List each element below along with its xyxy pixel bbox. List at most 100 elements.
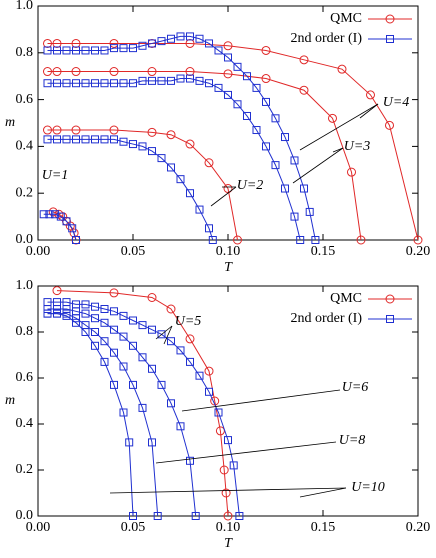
data-point [52, 286, 62, 296]
data-point [147, 67, 157, 77]
data-point [233, 62, 242, 71]
series-line [43, 213, 77, 241]
annotation: U=4 [383, 95, 410, 110]
data-point [91, 314, 99, 323]
annotation-line [155, 441, 337, 464]
annotation: U=10 [351, 480, 385, 495]
data-point [271, 114, 280, 123]
data-point [52, 67, 62, 77]
data-point [148, 147, 156, 156]
annotation: U=2 [237, 178, 264, 193]
data-point [167, 76, 175, 85]
annotation-line [359, 103, 379, 119]
data-point [119, 332, 128, 341]
legend-label: QMC [330, 291, 362, 306]
data-point [157, 76, 166, 85]
data-point [62, 217, 71, 226]
x-tick-label: 0.05 [121, 520, 146, 535]
data-point [129, 79, 137, 88]
data-point [109, 38, 119, 48]
data-point [167, 34, 175, 43]
data-point [195, 205, 204, 214]
data-point [167, 337, 175, 346]
x-tick-label: 0.15 [311, 520, 336, 535]
data-point [72, 46, 80, 55]
data-point [138, 142, 147, 151]
data-point [262, 97, 270, 106]
data-point [305, 207, 314, 216]
series-line [56, 290, 229, 517]
data-point [100, 318, 109, 327]
data-point [81, 79, 90, 88]
data-point [125, 438, 134, 447]
data-point [138, 353, 147, 362]
data-point [43, 305, 52, 313]
series-line [47, 42, 419, 241]
data-point [43, 67, 52, 77]
data-point [62, 46, 71, 55]
data-point [261, 45, 271, 55]
annotation: U=3 [344, 139, 371, 154]
data-point [62, 135, 71, 144]
y-tick-label: 0.4 [16, 416, 34, 431]
data-point [157, 380, 166, 389]
y-tick-label: 0.6 [16, 370, 34, 385]
data-point [62, 311, 71, 320]
data-point [119, 44, 128, 53]
data-point [223, 511, 233, 521]
data-point [296, 236, 305, 244]
data-point [110, 79, 118, 88]
x-tick-label: 0.20 [406, 520, 431, 535]
legend-marker [385, 294, 395, 304]
data-point [148, 325, 156, 334]
annotation-line [210, 186, 237, 207]
data-point [52, 125, 62, 135]
data-point [138, 403, 147, 412]
series-line [47, 78, 301, 241]
data-point [148, 39, 156, 48]
data-point [110, 325, 118, 334]
annotation: U=8 [339, 433, 366, 448]
data-point [53, 309, 61, 318]
series-line [47, 71, 362, 241]
data-point [204, 366, 214, 376]
data-point [147, 127, 157, 137]
data-point [186, 189, 194, 198]
data-point [235, 512, 244, 520]
data-point [110, 307, 118, 316]
data-point [72, 236, 80, 244]
x-tick-label: 0.15 [311, 244, 336, 259]
data-point [81, 46, 90, 55]
data-point [129, 512, 137, 520]
data-point [261, 74, 271, 84]
series-line [47, 138, 214, 241]
x-tick-label: 0.10 [216, 520, 241, 535]
x-tick-label: 0.20 [406, 244, 431, 259]
data-point [252, 126, 261, 135]
data-point [233, 235, 242, 245]
legend-marker [386, 35, 394, 43]
data-point [195, 34, 204, 43]
y-tick-label: 1.0 [16, 0, 34, 13]
data-point [205, 387, 213, 396]
data-point [195, 371, 204, 380]
y-tick-label: 0.2 [16, 462, 34, 477]
annotation-line [299, 487, 347, 498]
series-line [47, 313, 159, 517]
annotation-line [332, 147, 344, 153]
data-point [252, 83, 261, 92]
data-point [45, 210, 54, 219]
data-point [186, 456, 194, 465]
data-point [100, 337, 109, 346]
data-point [223, 69, 233, 79]
data-point [53, 305, 61, 313]
data-point [281, 184, 289, 193]
legend-marker [386, 315, 394, 323]
data-point [243, 72, 251, 81]
data-point [68, 224, 77, 233]
data-point [300, 184, 308, 193]
x-tick-label: 0.10 [216, 244, 241, 259]
data-point [223, 184, 233, 194]
data-point [366, 90, 375, 100]
